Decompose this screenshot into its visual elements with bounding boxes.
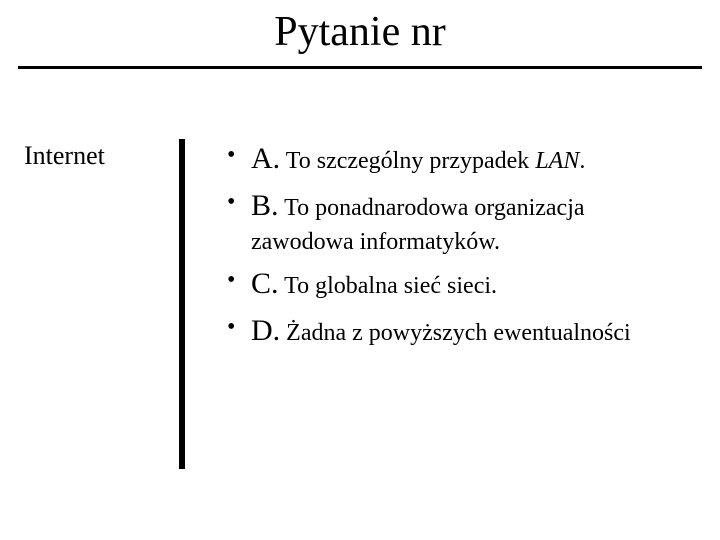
- option-text: Żadna z powyższych ewentualności: [286, 320, 631, 346]
- option-label: C.: [251, 267, 279, 300]
- option-label: D.: [251, 314, 280, 347]
- subject-label: Internet: [24, 139, 179, 469]
- option-label: B.: [251, 189, 279, 222]
- answers-column: A. To szczególny przypadek LAN. B. To po…: [185, 139, 665, 469]
- option-text: To szczególny przypadek LAN.: [286, 148, 586, 174]
- content-row: Internet A. To szczególny przypadek LAN.…: [0, 139, 720, 469]
- title-divider: [18, 66, 702, 69]
- option-text: To globalna sieć sieci.: [284, 273, 497, 299]
- answer-item: C. To globalna sieć sieci.: [227, 264, 665, 305]
- answer-item: D. Żadna z powyższych ewentualności: [227, 311, 665, 352]
- option-label: A.: [251, 142, 280, 175]
- slide-container: Pytanie nr Internet A. To szczególny prz…: [0, 0, 720, 540]
- answer-item: B. To ponadnarodowa organizacja zawodowa…: [227, 186, 665, 259]
- answer-item: A. To szczególny przypadek LAN.: [227, 139, 665, 180]
- page-title: Pytanie nr: [0, 0, 720, 66]
- answers-list: A. To szczególny przypadek LAN. B. To po…: [213, 139, 665, 351]
- option-text: To ponadnarodowa organizacja zawodowa in…: [251, 195, 585, 256]
